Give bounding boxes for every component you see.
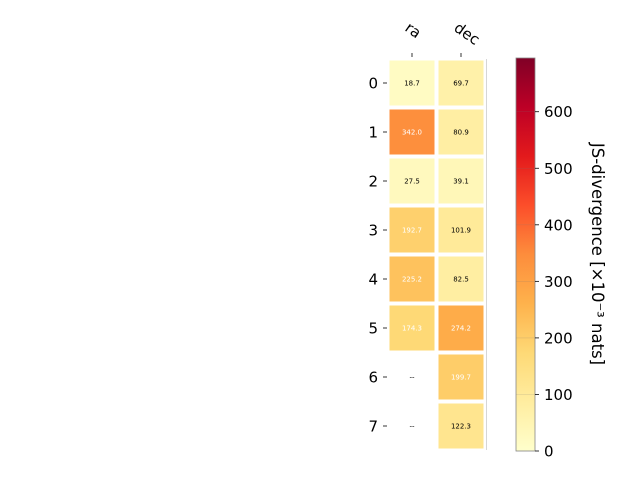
row-tick-label: 1	[368, 124, 378, 142]
cell-value-label: 39.1	[453, 178, 469, 186]
cell-value-label: --	[409, 374, 415, 382]
cell-value-label: 274.2	[451, 325, 471, 333]
row-tick-label: 7	[368, 418, 378, 436]
cell-value-label: 122.3	[451, 423, 471, 431]
cell-value-label: 174.3	[402, 325, 422, 333]
cell-value-label: 18.7	[404, 80, 420, 88]
heatmap-cell	[438, 109, 484, 155]
heatmap-cell	[389, 158, 435, 204]
heatmap-cell	[389, 207, 435, 253]
heatmap-cell	[438, 354, 484, 400]
row-tick-label: 6	[368, 369, 378, 387]
colorbar-gradient	[515, 57, 536, 452]
cell-value-label: 82.5	[453, 276, 469, 284]
row-tick-label: 5	[368, 320, 378, 338]
column-tick-label: dec	[451, 19, 483, 49]
colorbar-tick-label: 0	[544, 443, 554, 461]
colorbar-label: JS-divergence [×10⁻³ nats]	[588, 142, 607, 365]
colorbar-tick-label: 400	[544, 216, 573, 234]
cell-value-label: 27.5	[404, 178, 420, 186]
colorbar-tick-label: 500	[544, 160, 573, 178]
colorbar-tick-label: 100	[544, 386, 573, 404]
row-tick-label: 4	[368, 271, 378, 289]
colorbar-tick-label: 600	[544, 103, 573, 121]
colorbar-tick-label: 200	[544, 329, 573, 347]
cell-value-label: 80.9	[453, 129, 469, 137]
heatmap-cell	[438, 60, 484, 106]
heatmap-cell	[389, 256, 435, 302]
heatmap-cell	[438, 207, 484, 253]
cell-value-label: 192.7	[402, 227, 422, 235]
row-tick-label: 3	[368, 222, 378, 240]
heatmap-cell	[438, 305, 484, 351]
cell-value-label: 69.7	[453, 80, 469, 88]
cell-value-label: 225.2	[402, 276, 422, 284]
heatmap-cells: 18.7 69.7 342.0 80.9 27.5 39.1 192.7 101.9 225.2…	[389, 59, 487, 450]
heatmap-cell	[389, 109, 435, 155]
heatmap-cell	[438, 403, 484, 449]
column-tick-label: ra	[402, 19, 425, 43]
colorbar-tick-label: 300	[544, 273, 573, 291]
heatmap-cell	[438, 158, 484, 204]
cell-value-label: 101.9	[451, 227, 471, 235]
heatmap-cell	[438, 256, 484, 302]
row-tick-label: 2	[368, 173, 378, 191]
cell-value-label: 199.7	[451, 374, 471, 382]
colorbar: JS-divergence [×10⁻³ nats] 0 100 200 300 400…	[515, 57, 607, 461]
cell-value-label: 342.0	[402, 129, 422, 137]
heatmap-cell	[389, 305, 435, 351]
row-tick-label: 0	[368, 75, 378, 93]
cell-value-label: --	[409, 423, 415, 431]
heatmap-cell	[389, 60, 435, 106]
